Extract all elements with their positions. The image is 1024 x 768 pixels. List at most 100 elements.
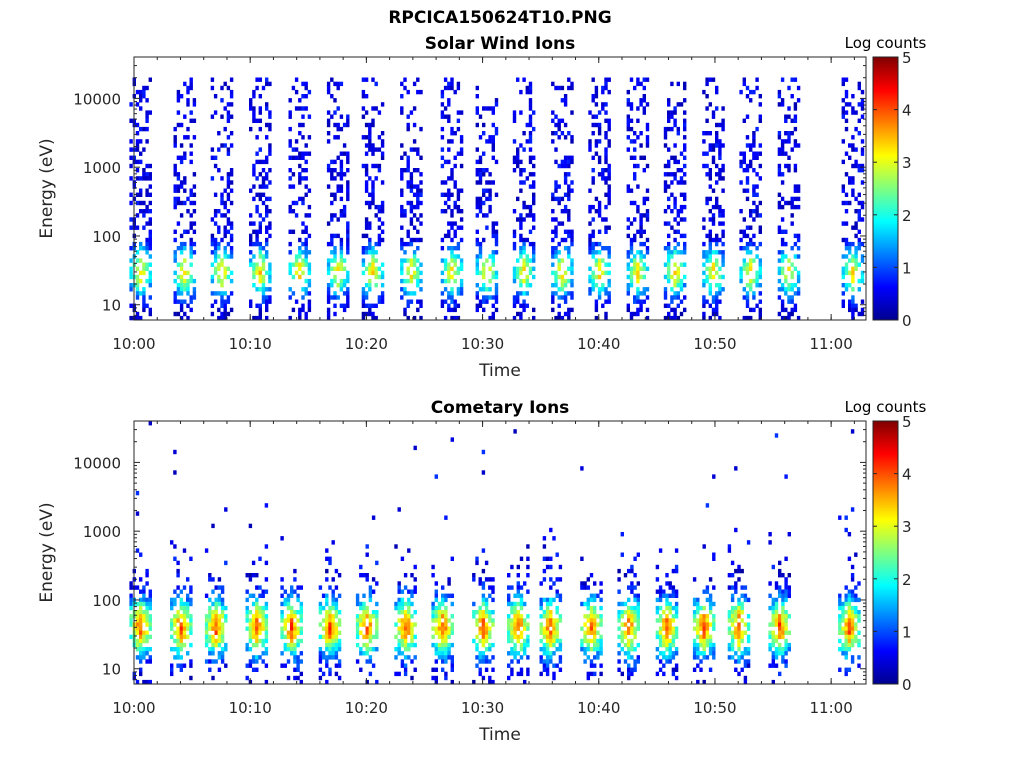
heatmap-cell <box>551 131 555 136</box>
heatmap-cell <box>790 299 794 304</box>
heatmap-cell <box>790 131 794 136</box>
heatmap-cell <box>557 163 561 169</box>
heatmap-cell <box>148 647 152 652</box>
heatmap-cell <box>437 610 442 615</box>
heatmap-cell <box>265 155 269 160</box>
heatmap-cell <box>355 618 360 623</box>
heatmap-cell <box>482 307 486 313</box>
heatmap-cell <box>129 266 133 271</box>
heatmap-cell <box>377 135 382 140</box>
heatmap-cell <box>211 675 215 681</box>
heatmap-cell <box>182 642 187 648</box>
heatmap-cell <box>192 135 197 140</box>
heatmap-cell <box>183 200 187 206</box>
heatmap-cell <box>596 622 600 627</box>
heatmap-cell <box>491 221 495 226</box>
heatmap-cell <box>589 647 594 652</box>
heatmap-cell <box>604 225 608 230</box>
heatmap-cell <box>645 122 650 128</box>
heatmap-cell <box>796 204 801 210</box>
heatmap-cell <box>662 618 666 623</box>
heatmap-cell <box>339 163 344 169</box>
heatmap-cell <box>148 626 152 631</box>
heatmap-cell <box>526 655 530 660</box>
heatmap-cell <box>261 605 265 611</box>
heatmap-cell <box>567 209 571 214</box>
heatmap-cell <box>519 213 523 218</box>
heatmap-cell <box>516 581 520 586</box>
heatmap-cell <box>416 192 420 197</box>
heatmap-cell <box>676 229 680 234</box>
heatmap-cell <box>787 614 791 619</box>
heatmap-cell <box>288 262 292 267</box>
heatmap-cell <box>552 536 556 541</box>
heatmap-cell <box>594 299 599 304</box>
heatmap-cell <box>683 246 687 251</box>
heatmap-cell <box>604 118 608 123</box>
heatmap-cell <box>745 85 750 91</box>
heatmap-cell <box>444 626 448 631</box>
heatmap-cell <box>699 614 703 619</box>
heatmap-cell <box>597 209 602 214</box>
heatmap-cell <box>567 229 571 234</box>
heatmap-cell <box>711 221 716 226</box>
heatmap-cell <box>291 147 296 152</box>
heatmap-cell <box>339 184 344 189</box>
heatmap-cell <box>711 110 716 115</box>
heatmap-cell <box>339 262 344 267</box>
heatmap-cell <box>447 159 451 165</box>
heatmap-cell <box>519 188 523 193</box>
heatmap-cell <box>283 589 287 594</box>
heatmap-cell <box>708 634 713 640</box>
heatmap-cell <box>336 283 340 288</box>
heatmap-cell <box>368 204 372 210</box>
heatmap-cell <box>560 221 565 226</box>
heatmap-cell <box>406 270 410 276</box>
heatmap-cell <box>626 250 630 255</box>
heatmap-cell <box>551 250 555 255</box>
heatmap-cell <box>734 581 738 586</box>
heatmap-cell <box>268 151 272 156</box>
heatmap-cell <box>296 642 300 648</box>
heatmap-cell <box>730 605 735 611</box>
heatmap-cell <box>478 655 482 660</box>
heatmap-cell <box>337 663 342 668</box>
heatmap-cell <box>330 192 334 197</box>
heatmap-cell <box>639 254 643 259</box>
heatmap-cell <box>288 98 292 103</box>
heatmap-cell <box>549 655 553 660</box>
heatmap-cell <box>208 614 212 619</box>
heatmap-cell <box>220 200 224 206</box>
heatmap-cell <box>409 299 414 304</box>
heatmap-cell <box>749 163 753 169</box>
heatmap-cell <box>607 188 611 193</box>
heatmap-cell <box>318 585 323 590</box>
heatmap-cell <box>307 151 312 156</box>
heatmap-cell <box>459 258 464 263</box>
heatmap-cell <box>325 614 329 619</box>
heatmap-cell <box>135 147 140 152</box>
heatmap-cell <box>633 593 637 598</box>
heatmap-cell <box>301 295 305 300</box>
heatmap-cells <box>129 421 861 685</box>
heatmap-cell <box>400 262 404 267</box>
heatmap-cell <box>557 122 561 128</box>
x-tick-label: 10:30 <box>461 335 504 353</box>
heatmap-cell <box>173 295 177 300</box>
heatmap-cell <box>663 143 668 148</box>
heatmap-cell <box>662 634 666 640</box>
heatmap-cell <box>774 581 779 586</box>
heatmap-cell <box>288 110 292 115</box>
heatmap-cell <box>715 106 719 111</box>
heatmap-cell <box>838 601 842 607</box>
heatmap-cell <box>507 573 511 578</box>
heatmap-cell <box>752 143 756 148</box>
heatmap-cell <box>594 307 599 313</box>
heatmap-cell <box>450 307 454 313</box>
heatmap-cell <box>374 106 378 111</box>
heatmap-cell <box>298 250 302 255</box>
heatmap-cell <box>220 237 224 243</box>
heatmap-cell <box>304 81 308 87</box>
heatmap-cell <box>434 675 438 681</box>
heatmap-cell <box>299 614 303 619</box>
